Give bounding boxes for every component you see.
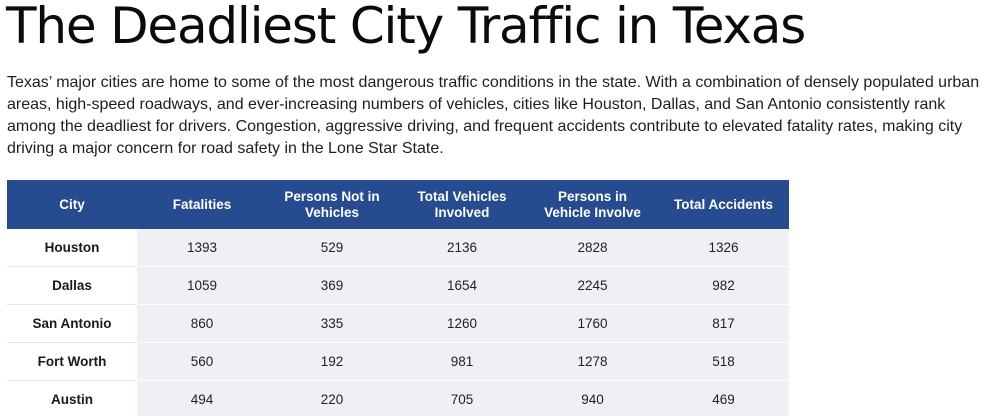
persons-not-in-vehicles-cell: 369 xyxy=(267,266,397,305)
total-accidents-cell: 982 xyxy=(658,266,789,305)
fatalities-cell: 1393 xyxy=(137,229,267,267)
total-vehicles-cell: 2136 xyxy=(397,229,527,267)
total-vehicles-cell: 1260 xyxy=(397,304,527,343)
header-persons-not-in-vehicles: Persons Not in Vehicles xyxy=(267,180,397,229)
persons-in-vehicle-cell: 2828 xyxy=(527,229,658,267)
header-city: City xyxy=(7,180,137,229)
total-accidents-cell: 469 xyxy=(658,380,789,416)
table-row: San Antonio 860 335 1260 1760 817 xyxy=(7,304,789,343)
fatalities-cell: 1059 xyxy=(137,266,267,305)
persons-not-in-vehicles-cell: 220 xyxy=(267,380,397,416)
total-vehicles-cell: 1654 xyxy=(397,266,527,305)
persons-not-in-vehicles-cell: 335 xyxy=(267,304,397,343)
fatalities-cell: 860 xyxy=(137,304,267,343)
traffic-fatalities-table: City Fatalities Persons Not in Vehicles … xyxy=(7,180,789,416)
city-cell: Fort Worth xyxy=(7,342,137,381)
fatalities-cell: 560 xyxy=(137,342,267,381)
city-cell: Austin xyxy=(7,380,137,416)
table-row: Fort Worth 560 192 981 1278 518 xyxy=(7,342,789,381)
table-row: Houston 1393 529 2136 2828 1326 xyxy=(7,229,789,267)
city-cell: Dallas xyxy=(7,266,137,305)
persons-in-vehicle-cell: 940 xyxy=(527,380,658,416)
fatalities-cell: 494 xyxy=(137,380,267,416)
city-cell: San Antonio xyxy=(7,304,137,343)
header-fatalities: Fatalities xyxy=(137,180,267,229)
traffic-table-container: City Fatalities Persons Not in Vehicles … xyxy=(7,180,789,416)
total-vehicles-cell: 705 xyxy=(397,380,527,416)
header-persons-in-vehicle-involve: Persons in Vehicle Involve xyxy=(527,180,658,229)
header-total-accidents: Total Accidents xyxy=(658,180,789,229)
persons-not-in-vehicles-cell: 192 xyxy=(267,342,397,381)
table-row: Austin 494 220 705 940 469 xyxy=(7,380,789,416)
table-header-row: City Fatalities Persons Not in Vehicles … xyxy=(7,180,789,229)
total-accidents-cell: 518 xyxy=(658,342,789,381)
persons-in-vehicle-cell: 1760 xyxy=(527,304,658,343)
intro-paragraph: Texas’ major cities are home to some of … xyxy=(7,74,980,157)
header-total-vehicles-involved: Total Vehicles Involved xyxy=(397,180,527,229)
page-title: The Deadliest City Traffic in Texas xyxy=(6,0,806,55)
persons-in-vehicle-cell: 1278 xyxy=(527,342,658,381)
persons-not-in-vehicles-cell: 529 xyxy=(267,229,397,267)
total-accidents-cell: 1326 xyxy=(658,229,789,267)
persons-in-vehicle-cell: 2245 xyxy=(527,266,658,305)
total-accidents-cell: 817 xyxy=(658,304,789,343)
city-cell: Houston xyxy=(7,229,137,267)
total-vehicles-cell: 981 xyxy=(397,342,527,381)
table-row: Dallas 1059 369 1654 2245 982 xyxy=(7,266,789,305)
